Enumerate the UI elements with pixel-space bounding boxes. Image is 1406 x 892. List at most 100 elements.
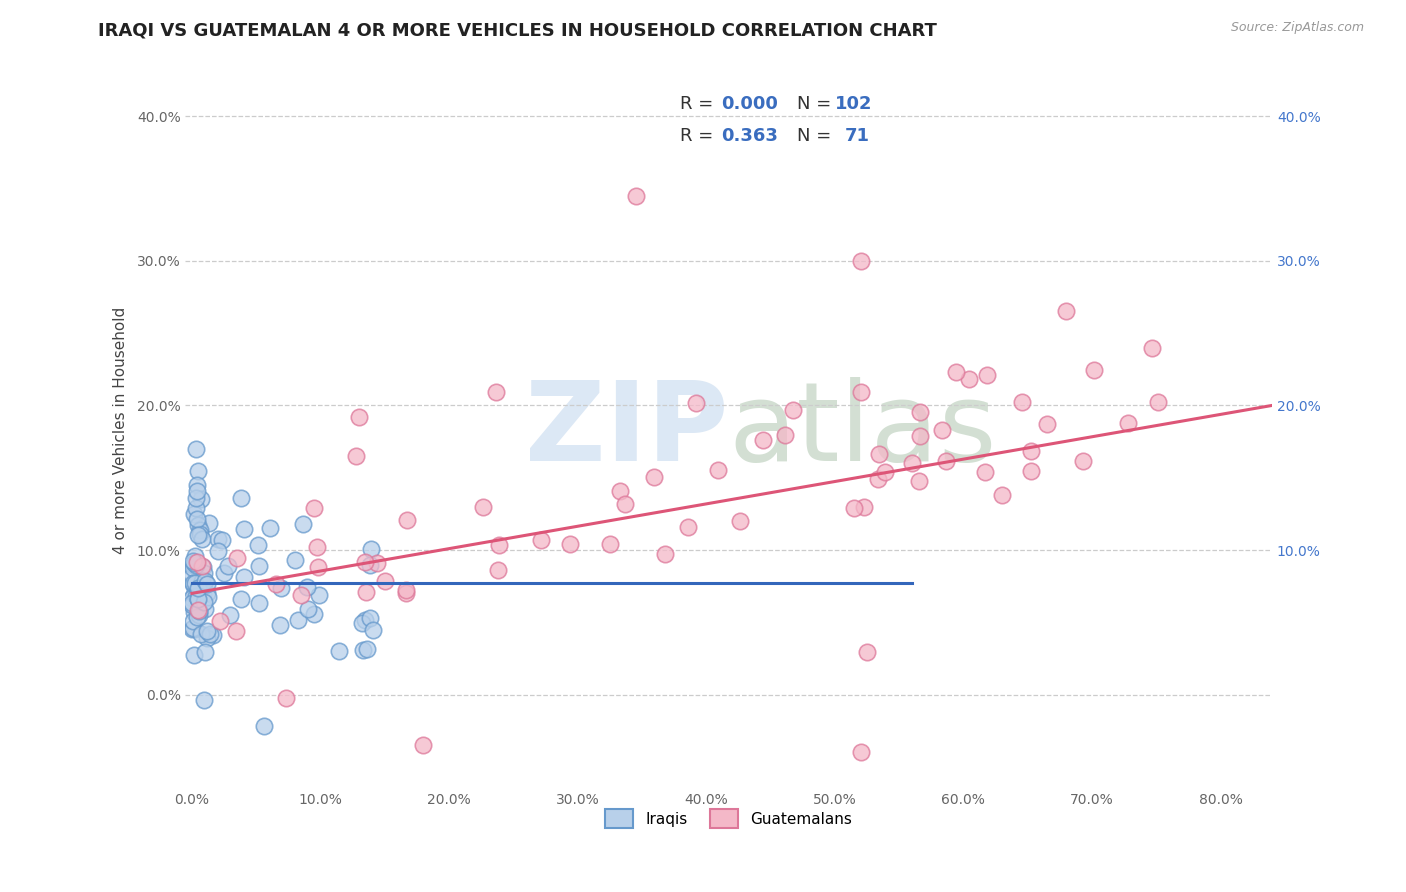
Point [186, 586, 208, 600]
Point [194, 645, 217, 659]
Point [354, 585, 377, 599]
Point [184, 491, 207, 505]
Point [1054, 304, 1077, 318]
Point [730, 514, 752, 528]
Point [181, 591, 204, 605]
Point [186, 483, 208, 498]
Point [274, 691, 297, 706]
Point [842, 501, 865, 516]
Point [396, 513, 419, 527]
Point [269, 617, 291, 632]
Point [853, 500, 876, 514]
Point [188, 608, 211, 623]
Point [184, 575, 207, 590]
Point [304, 500, 326, 515]
Point [181, 567, 204, 582]
Point [198, 626, 221, 640]
Point [186, 595, 208, 609]
Point [194, 574, 217, 589]
Point [253, 719, 276, 733]
Point [233, 570, 256, 584]
Point [209, 614, 232, 628]
Point [609, 484, 631, 499]
Point [308, 588, 330, 602]
Point [218, 607, 240, 622]
Text: ZIP: ZIP [526, 377, 728, 484]
Point [752, 434, 775, 448]
Point [186, 555, 208, 569]
Point [181, 622, 204, 636]
Point [201, 628, 224, 642]
Point [292, 516, 315, 531]
Point [908, 405, 931, 419]
Text: R =: R = [681, 127, 718, 145]
Point [1116, 416, 1139, 430]
Point [197, 577, 219, 591]
Point [361, 623, 384, 637]
Point [707, 463, 730, 477]
Point [197, 590, 219, 604]
Point [249, 597, 271, 611]
Point [207, 544, 229, 558]
Point [181, 558, 204, 573]
Point [191, 574, 214, 588]
Point [486, 563, 509, 577]
Point [908, 429, 931, 443]
Point [184, 558, 207, 573]
Point [188, 526, 211, 541]
Point [184, 549, 207, 564]
Point [187, 603, 209, 617]
Point [488, 539, 510, 553]
Text: N =: N = [797, 95, 837, 112]
Text: 0.000: 0.000 [721, 95, 778, 112]
Point [974, 465, 997, 479]
Point [685, 396, 707, 410]
Point [560, 537, 582, 551]
Point [849, 253, 872, 268]
Point [183, 556, 205, 570]
Point [181, 553, 204, 567]
Point [195, 631, 218, 645]
Point [1019, 443, 1042, 458]
Point [1071, 454, 1094, 468]
Point [353, 614, 375, 628]
Point [187, 583, 209, 598]
Point [307, 560, 329, 574]
Point [187, 591, 209, 606]
Point [191, 533, 214, 547]
Point [782, 403, 804, 417]
Point [187, 463, 209, 477]
Point [187, 604, 209, 618]
Point [873, 465, 896, 479]
Point [193, 587, 215, 601]
Point [181, 577, 204, 591]
Point [395, 583, 418, 598]
Point [184, 622, 207, 636]
Point [186, 589, 208, 603]
Point [900, 456, 922, 470]
Point [212, 566, 235, 580]
Point [344, 449, 367, 463]
Point [186, 584, 208, 599]
Point [193, 566, 215, 580]
Point [181, 596, 204, 610]
Point [775, 427, 797, 442]
Point [908, 474, 931, 488]
Point [187, 592, 209, 607]
Point [990, 488, 1012, 502]
Point [247, 559, 270, 574]
Point [412, 738, 434, 752]
Point [225, 551, 247, 566]
Point [302, 607, 325, 621]
Point [1140, 342, 1163, 356]
Point [183, 507, 205, 521]
Point [270, 582, 292, 596]
Point [1021, 464, 1043, 478]
Point [193, 595, 215, 609]
Point [194, 602, 217, 616]
Point [284, 552, 307, 566]
Point [225, 624, 247, 638]
Legend: Iraqis, Guatemalans: Iraqis, Guatemalans [599, 803, 858, 835]
Text: 0.363: 0.363 [721, 127, 778, 145]
Point [1036, 417, 1059, 432]
